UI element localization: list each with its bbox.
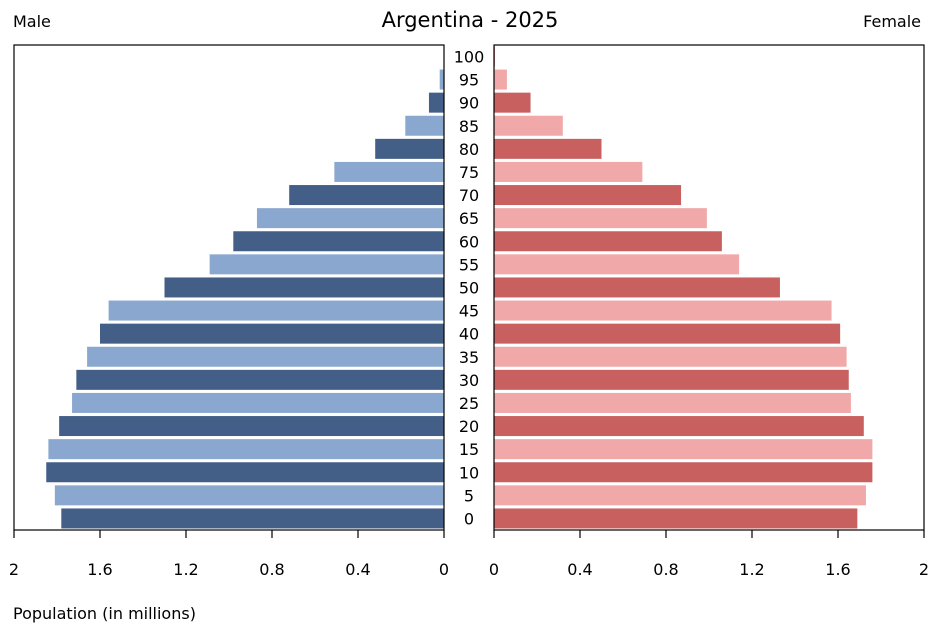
male-bar-10 <box>46 462 444 483</box>
female-x-axis: 0 0.4 0.8 1.2 1.6 2 <box>489 530 929 579</box>
male-bar-95 <box>439 69 444 90</box>
male-x-tick-label-1: 1.6 <box>87 560 112 579</box>
male-bar-15 <box>48 439 445 460</box>
female-bar-75 <box>494 161 643 182</box>
age-label-95: 95 <box>459 71 479 90</box>
age-label-0: 0 <box>464 509 474 528</box>
female-bar-70 <box>494 185 682 206</box>
male-bar-20 <box>59 416 445 437</box>
age-label-15: 15 <box>459 440 479 459</box>
male-bar-45 <box>108 300 444 321</box>
age-label-90: 90 <box>459 94 479 113</box>
male-bar-40 <box>100 323 444 344</box>
male-bar-35 <box>87 346 444 367</box>
age-label-20: 20 <box>459 417 479 436</box>
male-bar-0 <box>61 508 445 529</box>
age-label-75: 75 <box>459 163 479 182</box>
female-bar-50 <box>494 277 780 298</box>
female-bar-65 <box>494 208 707 229</box>
male-plot-frame <box>13 44 445 531</box>
female-bar-25 <box>494 392 851 413</box>
male-bar-70 <box>289 185 444 206</box>
female-x-tick-label-4: 1.6 <box>825 560 850 579</box>
male-bar-65 <box>256 208 444 229</box>
female-bar-45 <box>494 300 832 321</box>
female-bar-55 <box>494 254 740 275</box>
female-bar-15 <box>494 439 873 460</box>
age-label-40: 40 <box>459 325 479 344</box>
female-bar-20 <box>494 416 864 437</box>
female-bar-30 <box>494 369 849 390</box>
female-plot-frame <box>493 44 925 531</box>
female-bars <box>494 46 873 529</box>
male-x-tick-label-4: 0.4 <box>345 560 370 579</box>
male-bar-25 <box>72 392 445 413</box>
male-x-tick-label-3: 0.8 <box>259 560 284 579</box>
female-bar-60 <box>494 231 722 252</box>
female-bar-10 <box>494 462 873 483</box>
female-bar-35 <box>494 346 847 367</box>
female-x-tick-label-5: 2 <box>919 560 929 579</box>
age-label-100: 100 <box>454 47 485 66</box>
male-bar-55 <box>209 254 444 275</box>
age-label-70: 70 <box>459 186 479 205</box>
chart-title: Argentina - 2025 <box>382 8 559 32</box>
age-label-60: 60 <box>459 232 479 251</box>
female-bar-5 <box>494 485 866 506</box>
female-x-tick-label-2: 0.8 <box>653 560 678 579</box>
male-x-axis: 2 1.6 1.2 0.8 0.4 0 <box>9 530 449 579</box>
age-label-55: 55 <box>459 255 479 274</box>
male-x-tick-label-5: 0 <box>439 560 449 579</box>
male-bar-75 <box>334 161 444 182</box>
male-bar-30 <box>76 369 444 390</box>
female-label: Female <box>863 12 921 31</box>
male-x-tick-label-2: 1.2 <box>173 560 198 579</box>
age-label-35: 35 <box>459 348 479 367</box>
female-x-tick-label-0: 0 <box>489 560 499 579</box>
age-label-85: 85 <box>459 117 479 136</box>
female-bar-85 <box>494 115 563 136</box>
male-bar-5 <box>54 485 444 506</box>
age-label-30: 30 <box>459 371 479 390</box>
male-label: Male <box>13 12 51 31</box>
female-x-tick-label-3: 1.2 <box>739 560 764 579</box>
age-label-5: 5 <box>464 486 474 505</box>
age-label-45: 45 <box>459 302 479 321</box>
age-label-25: 25 <box>459 394 479 413</box>
age-label-80: 80 <box>459 140 479 159</box>
female-bar-0 <box>494 508 858 529</box>
female-bar-90 <box>494 92 531 113</box>
age-label-10: 10 <box>459 463 479 482</box>
male-bar-85 <box>405 115 444 136</box>
male-bar-90 <box>428 92 444 113</box>
male-bar-50 <box>164 277 444 298</box>
male-bars <box>46 46 445 529</box>
female-x-tick-label-1: 0.4 <box>567 560 592 579</box>
male-x-tick-label-0: 2 <box>9 560 19 579</box>
female-bar-80 <box>494 138 602 159</box>
age-labels: 0 5 10 15 20 25 30 35 40 45 50 55 60 65 70 75 80 85 90 95 10… <box>454 47 485 528</box>
x-axis-label: Population (in millions) <box>13 604 196 623</box>
female-bar-95 <box>494 69 507 90</box>
age-label-50: 50 <box>459 278 479 297</box>
female-bar-40 <box>494 323 841 344</box>
age-label-65: 65 <box>459 209 479 228</box>
male-bar-80 <box>375 138 444 159</box>
male-bar-60 <box>233 231 444 252</box>
